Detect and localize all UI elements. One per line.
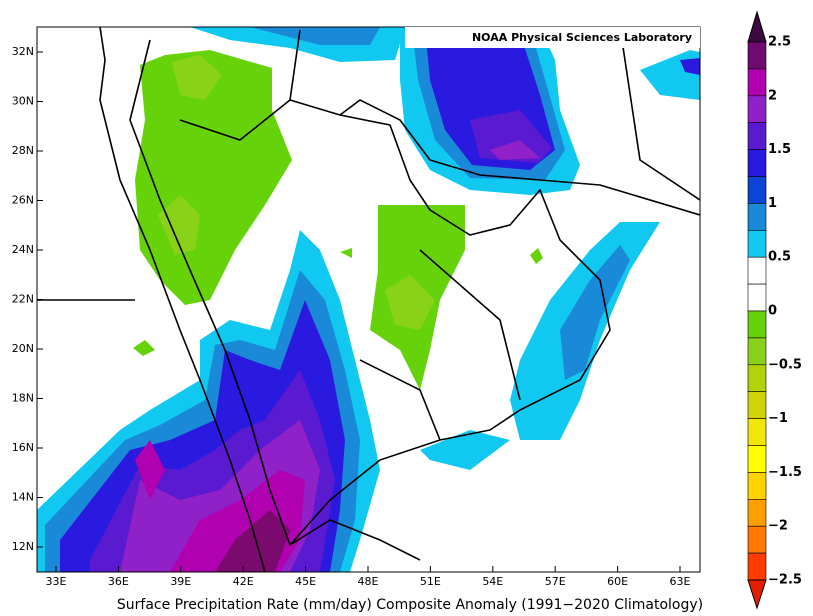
colorbar-label: −1.5 (768, 465, 802, 480)
wet-area (470, 110, 552, 163)
colorbar-band (747, 391, 767, 419)
wet-area (420, 430, 510, 470)
colorbar-band (747, 310, 767, 339)
wet-area (560, 245, 630, 380)
colorbar-band (747, 203, 767, 231)
wet-area (135, 440, 165, 500)
colorbar-band (747, 337, 767, 366)
coastline (99, 27, 266, 572)
colorbar-band (747, 256, 767, 285)
wet-area (215, 510, 290, 572)
colorbar-band (747, 68, 767, 97)
colorbar-band (747, 364, 767, 392)
border (37, 27, 700, 441)
colorbar-arrow (747, 579, 767, 610)
colorbar-label: −0.5 (768, 357, 802, 372)
colorbar-band (747, 498, 767, 527)
y-tick-label: 16N (12, 441, 34, 454)
colorbar-band (747, 41, 767, 70)
x-tick-label: 54E (482, 575, 503, 588)
y-tick-label: 12N (12, 540, 34, 553)
colorbar-band (747, 552, 767, 581)
colorbar-band (747, 445, 767, 473)
map-panel (37, 27, 700, 572)
dry-area (530, 248, 543, 264)
dry-core (385, 275, 435, 330)
y-tick-label: 30N (12, 95, 34, 108)
colorbar-band (747, 525, 767, 554)
x-tick-label: 33E (46, 575, 67, 588)
y-tick-label: 22N (12, 293, 34, 306)
x-tick-label: 48E (358, 575, 379, 588)
y-tick-label: 26N (12, 194, 34, 207)
colorbar-label: −1 (768, 411, 788, 426)
dry-core (172, 55, 222, 100)
x-tick-label: 39E (170, 575, 191, 588)
credit-box (405, 27, 700, 48)
colorbar-band (747, 149, 767, 177)
y-tick-label: 24N (12, 243, 34, 256)
wet-area (250, 27, 380, 45)
x-tick-label: 57E (545, 575, 566, 588)
wet-area (490, 140, 540, 160)
colorbar-label: −2 (768, 519, 788, 534)
colorbar: 2.5 2 1.5 1 0.5 0 −0.5 −1 −1.5 −2 −2.5 (747, 10, 802, 610)
x-tick-label: 60E (607, 575, 628, 588)
x-tick-label: 42E (233, 575, 254, 588)
colorbar-label: 2 (768, 88, 777, 103)
colorbar-label: 0 (768, 304, 777, 319)
dry-area (340, 248, 352, 258)
colorbar-band (747, 418, 767, 446)
credit: NOAA Physical Sciences Laboratory (472, 31, 692, 44)
coastline (339, 99, 700, 216)
colorbar-label: −2.5 (768, 573, 802, 588)
y-tick-label: 32N (12, 45, 34, 58)
colorbar-arrow (747, 10, 767, 43)
colorbar-label: 1.5 (768, 142, 791, 157)
dry-core (158, 195, 200, 255)
caption: Surface Precipitation Rate (mm/day) Comp… (117, 597, 703, 613)
wet-area (680, 58, 700, 75)
x-tick-label: 45E (295, 575, 316, 588)
coastline (129, 39, 421, 561)
colorbar-band (747, 472, 767, 500)
colorbar-band (747, 122, 767, 150)
colorbar-label: 2.5 (768, 35, 791, 50)
colorbar-band (747, 283, 767, 312)
y-tick-label: 28N (12, 144, 34, 157)
colorbar-label: 0.5 (768, 250, 791, 265)
y-tick-label: 18N (12, 392, 34, 405)
colorbar-band (747, 230, 767, 258)
x-tick-label: 36E (108, 575, 129, 588)
coastline (289, 114, 611, 546)
colorbar-label: 1 (768, 196, 777, 211)
dry-area (133, 340, 155, 356)
x-tick-label: 63E (670, 575, 691, 588)
y-tick-label: 20N (12, 342, 34, 355)
axes: 33E 36E 39E 42E 45E 48E 51E 54E 57E 60E 63E 32N 30N 2… (12, 45, 691, 588)
colorbar-band (747, 176, 767, 204)
y-tick-label: 14N (12, 491, 34, 504)
x-tick-label: 51E (420, 575, 441, 588)
colorbar-band (747, 95, 767, 124)
